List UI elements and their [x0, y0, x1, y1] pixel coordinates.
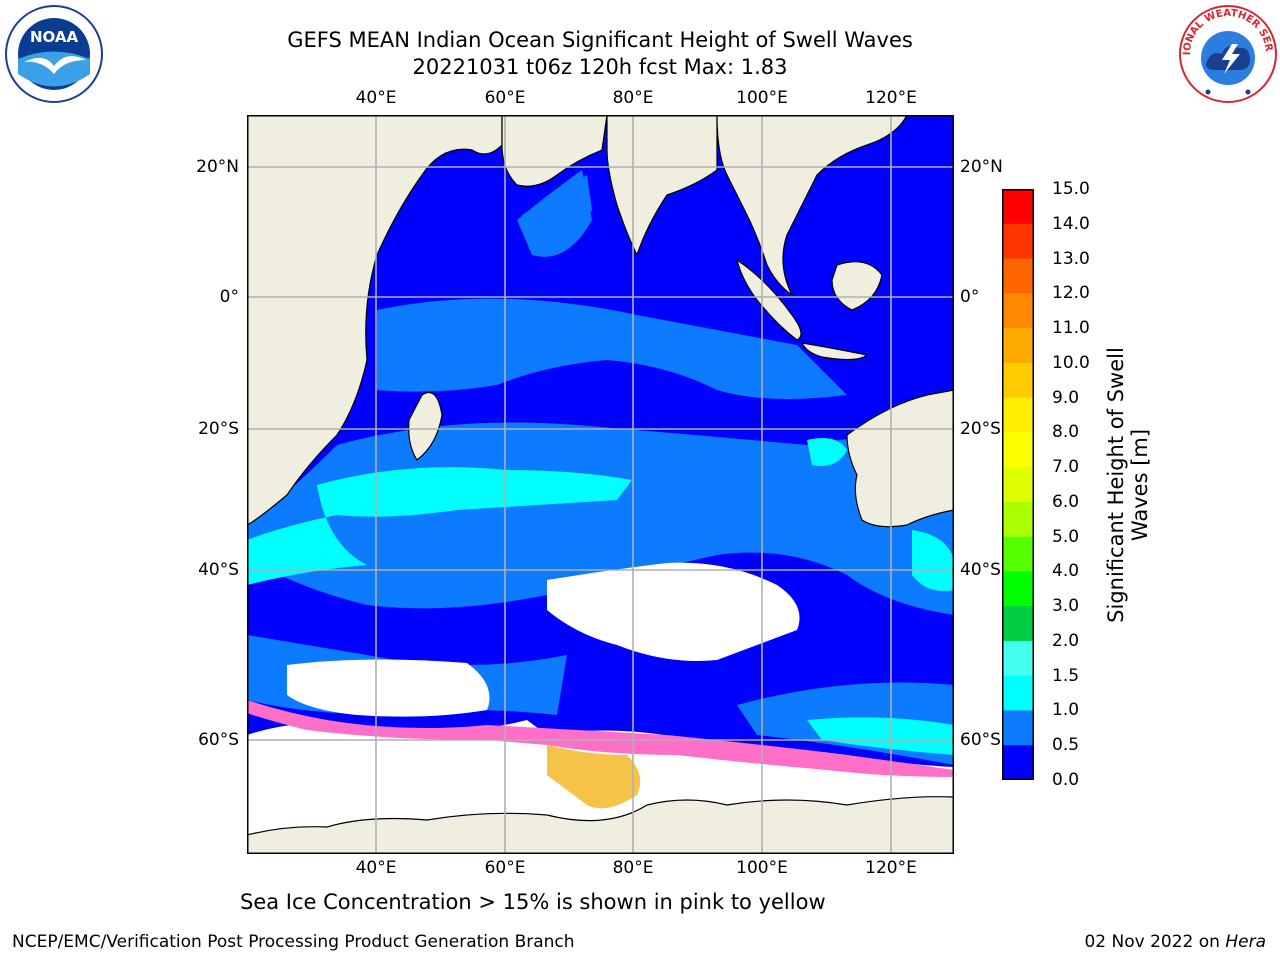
- missing-data-patch-south: [287, 659, 490, 717]
- national-weather-service-logo: NATIONAL WEATHER SERVICE: [1178, 4, 1277, 103]
- lon-label-top-40e: 40°E: [355, 88, 397, 108]
- colorbar-tick-label: 0.0: [1052, 770, 1080, 790]
- lon-label-bottom-120e: 120°E: [865, 858, 917, 878]
- colorbar-segment: [1002, 258, 1034, 294]
- colorbar-tick-label: 14.0: [1052, 213, 1090, 234]
- colorbar-tick-label: 9.0: [1052, 387, 1080, 408]
- lat-label-left-0: 0°: [219, 287, 239, 307]
- land-antarctica: [247, 796, 954, 854]
- colorbar-segment: [1002, 710, 1034, 746]
- colorbar-segment: [1002, 606, 1034, 642]
- colorbar-tick-label: 6.0: [1052, 491, 1080, 512]
- colorbar-segment: [1002, 432, 1034, 468]
- lon-label-top-100e: 100°E: [736, 88, 788, 108]
- swell-band-high-west: [247, 467, 632, 585]
- colorbar-label: Significant Height of Swell Waves [m]: [1104, 347, 1152, 623]
- colorbar-segment: [1002, 223, 1034, 260]
- forecast-subtitle: 20221031 t06z 120h fcst Max: 1.83: [412, 55, 788, 79]
- colorbar-segment: [1002, 397, 1034, 433]
- swell-height-map: [247, 115, 954, 854]
- colorbar-tick-label: 12.0: [1052, 283, 1090, 304]
- colorbar-segment: [1002, 675, 1034, 711]
- colorbar-tick-label: 3.0: [1052, 596, 1080, 617]
- colorbar-tick-label: 8.0: [1052, 422, 1080, 443]
- sea-ice-yellow: [547, 745, 641, 809]
- footer-credit: NCEP/EMC/Verification Post Processing Pr…: [12, 932, 575, 952]
- colorbar-segment: [1002, 293, 1034, 329]
- land-java: [800, 342, 869, 361]
- footer-date-text: 02 Nov 2022 on: [1084, 932, 1226, 952]
- colorbar-segment: [1002, 536, 1034, 572]
- map-title: GEFS MEAN Indian Ocean Significant Heigh…: [287, 28, 913, 52]
- lat-label-left-20s: 20°S: [198, 419, 239, 439]
- colorbar-tick-label: 5.0: [1052, 526, 1080, 547]
- land-borneo: [831, 261, 883, 311]
- swell-band-high-southeast: [912, 530, 954, 591]
- colorbar-tick-label: 1.0: [1052, 700, 1080, 721]
- lon-label-top-120e: 120°E: [865, 88, 917, 108]
- lat-label-left-60s: 60°S: [198, 730, 239, 750]
- colorbar-segment: [1002, 328, 1034, 364]
- colorbar-tick-label: 0.5: [1052, 735, 1080, 756]
- land-india: [606, 115, 718, 257]
- swell-band-medium-arabian: [522, 175, 592, 250]
- lon-label-top-60e: 60°E: [484, 88, 526, 108]
- lon-label-bottom-80e: 80°E: [612, 858, 654, 878]
- lon-label-top-80e: 80°E: [612, 88, 654, 108]
- colorbar-segment: [1002, 571, 1034, 607]
- swell-band-high-australia: [807, 437, 847, 466]
- colorbar-tick-label: 1.5: [1052, 665, 1080, 686]
- land-sumatra: [736, 258, 802, 341]
- sea-ice-note: Sea Ice Concentration > 15% is shown in …: [240, 890, 826, 914]
- land-madagascar: [408, 391, 443, 461]
- swell-band-high-far-south: [807, 717, 954, 755]
- colorbar-border: [1002, 189, 1034, 780]
- colorbar-tick-label: 7.0: [1052, 457, 1080, 478]
- noaa-logo-text: NOAA: [30, 28, 79, 46]
- lon-label-bottom-60e: 60°E: [484, 858, 526, 878]
- lon-label-bottom-40e: 40°E: [355, 858, 397, 878]
- colorbar-tick-label: 11.0: [1052, 318, 1090, 339]
- swell-band-medium-tropics: [377, 298, 847, 399]
- land-australia: [846, 389, 954, 528]
- colorbar-tick-label: 10.0: [1052, 352, 1090, 373]
- lat-label-right-20s: 20°S: [960, 419, 1001, 439]
- land-africa: [247, 115, 503, 526]
- colorbar-tick-label: 2.0: [1052, 630, 1080, 651]
- sea-ice-pink: [247, 700, 954, 777]
- footer-date: 02 Nov 2022 on Hera: [1084, 932, 1266, 952]
- colorbar-tick-label: 13.0: [1052, 248, 1090, 269]
- colorbar-segment: [1002, 362, 1034, 399]
- colorbar-tick-label: 15.0: [1052, 179, 1090, 199]
- noaa-logo: NOAA: [5, 5, 103, 103]
- missing-data-patch: [547, 562, 800, 661]
- graticule: [247, 115, 954, 854]
- lat-label-left-20n: 20°N: [196, 157, 239, 177]
- lat-label-right-40s: 40°S: [960, 560, 1001, 580]
- colorbar: [1002, 189, 1034, 780]
- colorbar-segment: [1002, 640, 1034, 677]
- land-southeast-asia: [716, 115, 908, 297]
- colorbar-tick-label: 4.0: [1052, 561, 1080, 582]
- lat-label-right-20n: 20°N: [960, 157, 1003, 177]
- lat-label-left-40s: 40°S: [198, 560, 239, 580]
- colorbar-segment: [1002, 745, 1034, 780]
- lat-label-right-60s: 60°S: [960, 730, 1001, 750]
- colorbar-segment: [1002, 467, 1034, 503]
- lon-label-bottom-100e: 100°E: [736, 858, 788, 878]
- footer-host: Hera: [1225, 932, 1266, 952]
- lat-label-right-0: 0°: [960, 287, 980, 307]
- colorbar-segment: [1002, 501, 1034, 538]
- colorbar-segment: [1002, 189, 1034, 225]
